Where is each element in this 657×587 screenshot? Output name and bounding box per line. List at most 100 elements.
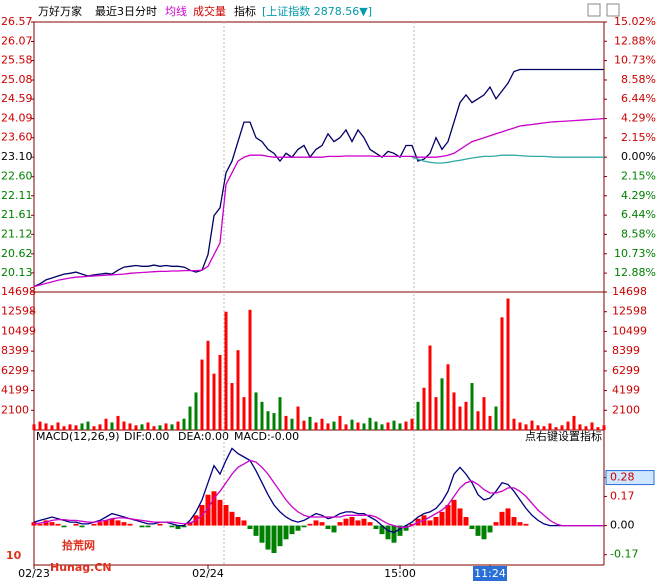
volume-bar bbox=[386, 422, 390, 430]
macd-bar bbox=[109, 518, 115, 526]
volume-bar bbox=[260, 401, 264, 430]
macd-bar bbox=[451, 499, 457, 526]
macd-bar bbox=[319, 522, 325, 526]
macd-bar bbox=[43, 520, 49, 526]
y-tick-label: 23.60 bbox=[1, 131, 33, 144]
volume-bar bbox=[98, 424, 102, 430]
volume-bar bbox=[116, 415, 120, 430]
macd-bar bbox=[175, 525, 181, 529]
macd-bar bbox=[481, 525, 487, 540]
macd-bar bbox=[505, 508, 511, 526]
volume-bar bbox=[332, 421, 336, 430]
macd-bar bbox=[79, 525, 85, 528]
macd-bar bbox=[253, 525, 259, 536]
y-tick-label: 20.62 bbox=[1, 247, 33, 260]
macd-bar bbox=[37, 523, 43, 526]
volume-bar bbox=[554, 427, 558, 430]
y2-tick-label: 4.29% bbox=[621, 189, 656, 202]
window-button[interactable] bbox=[606, 3, 620, 17]
watermark-site: Hunag.CN bbox=[50, 561, 112, 574]
stock-title: 万好万家 bbox=[38, 4, 82, 18]
volume-bar bbox=[536, 425, 540, 430]
volume-bar bbox=[128, 423, 132, 430]
macd-bar bbox=[73, 523, 79, 526]
price-line bbox=[33, 117, 605, 288]
volume-bar bbox=[230, 383, 234, 430]
volume-bar bbox=[464, 401, 468, 430]
volume-bar bbox=[572, 415, 576, 430]
volume-bar bbox=[290, 418, 294, 430]
volume-bar bbox=[422, 387, 426, 430]
y-tick-label: 21.12 bbox=[1, 227, 33, 240]
volume-bar bbox=[110, 422, 114, 430]
macd-bar bbox=[139, 525, 145, 528]
volume-bar bbox=[302, 420, 306, 430]
volume-bar bbox=[518, 422, 522, 430]
cursor-label-bg bbox=[473, 566, 507, 581]
y2-tick-label: 0.17 bbox=[610, 489, 635, 502]
volume-bar bbox=[584, 426, 588, 430]
y-tick-label: 23.10 bbox=[1, 150, 33, 163]
volume-bar bbox=[86, 421, 90, 430]
y-tick-label: 26.57 bbox=[1, 15, 33, 28]
macd-bar bbox=[487, 525, 493, 533]
macd-value: MACD:-0.00 bbox=[234, 430, 299, 443]
macd-bar bbox=[499, 511, 505, 526]
macd-bar bbox=[379, 525, 385, 535]
volume-bar bbox=[428, 345, 432, 430]
y2-tick-label: 10.73% bbox=[614, 54, 656, 67]
volume-bar bbox=[308, 416, 312, 430]
y2-tick-label: 0.00 bbox=[610, 519, 635, 532]
y-tick-label: 8399 bbox=[1, 344, 29, 357]
macd-bar bbox=[295, 525, 301, 531]
volume-bar bbox=[380, 424, 384, 430]
volume-bar bbox=[218, 354, 222, 430]
macd-bar bbox=[511, 517, 517, 526]
macd-bar bbox=[337, 522, 343, 526]
volume-bar bbox=[188, 406, 192, 430]
y2-tick-label: 12598 bbox=[612, 305, 647, 318]
volume-bar bbox=[92, 426, 96, 430]
volume-bar bbox=[104, 418, 108, 430]
macd-bar bbox=[457, 508, 463, 526]
index-box[interactable]: [上证指数 2878.56▼] bbox=[262, 4, 372, 18]
volume-bar bbox=[170, 424, 174, 430]
volume-bar bbox=[596, 427, 600, 430]
macd-bar bbox=[127, 523, 133, 526]
y-tick-label: 10499 bbox=[1, 324, 36, 337]
macd-bar bbox=[283, 525, 289, 540]
x-tick-label: 15:00 bbox=[384, 567, 416, 580]
y-tick-label: 24.59 bbox=[1, 92, 33, 105]
volume-bar bbox=[44, 423, 48, 430]
volume-bar bbox=[368, 417, 372, 430]
macd-line bbox=[33, 459, 604, 528]
volume-bar bbox=[416, 401, 420, 430]
volume-bar bbox=[242, 397, 246, 430]
macd-bar bbox=[121, 522, 127, 526]
y2-tick-label: 15.02% bbox=[614, 15, 656, 28]
volume-bar bbox=[320, 418, 324, 430]
volume-bar bbox=[578, 424, 582, 430]
y2-tick-label: 2.15% bbox=[621, 131, 656, 144]
volume-bar bbox=[164, 423, 168, 430]
y2-tick-label: 6299 bbox=[612, 364, 640, 377]
y-tick-label: 26.07 bbox=[1, 34, 33, 47]
volume-bar bbox=[512, 418, 516, 430]
macd-bar bbox=[373, 525, 379, 529]
volume-bar bbox=[80, 423, 84, 430]
y2-tick-label: 0.28 bbox=[610, 471, 635, 484]
macd-bar bbox=[49, 522, 55, 526]
macd-bar bbox=[331, 525, 337, 533]
volume-bar bbox=[206, 340, 210, 430]
volume-bar bbox=[146, 422, 150, 430]
volume-bar bbox=[440, 378, 444, 430]
window-button[interactable] bbox=[587, 3, 601, 17]
volume-bar bbox=[392, 420, 396, 430]
macd-bar bbox=[259, 525, 265, 543]
y2-tick-label: 8.58% bbox=[621, 227, 656, 240]
macd-bar bbox=[61, 525, 67, 528]
volume-bar bbox=[248, 309, 252, 430]
macd-bar bbox=[181, 525, 187, 528]
volume-bar bbox=[38, 421, 42, 430]
volume-bar bbox=[452, 392, 456, 430]
